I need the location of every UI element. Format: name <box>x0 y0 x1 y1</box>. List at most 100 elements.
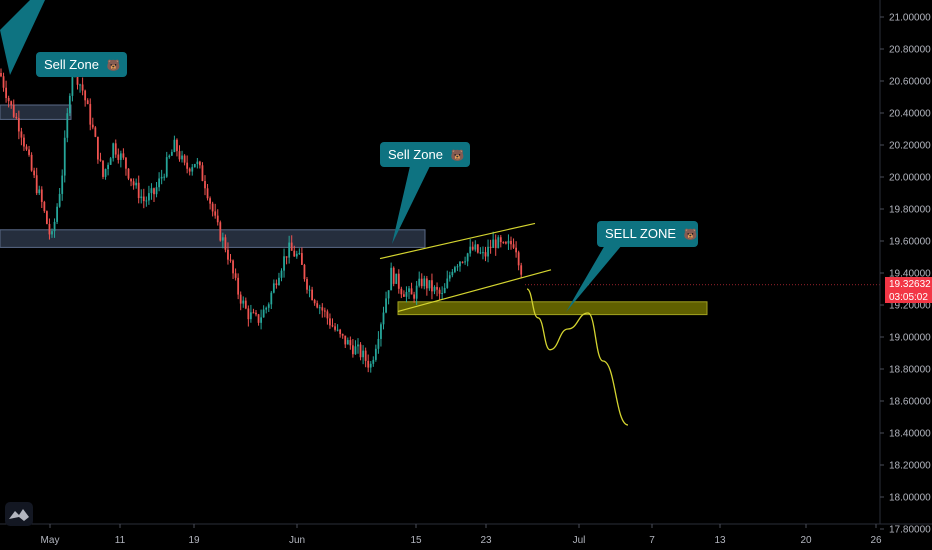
candle-body <box>290 242 293 251</box>
candle-body <box>176 139 178 152</box>
callout-pointer <box>392 166 430 244</box>
candle-body <box>260 317 262 323</box>
sell-zone-callout-2[interactable]: Sell Zone 🐻 <box>380 142 470 244</box>
x-tick-label: 26 <box>870 535 882 546</box>
candle-body <box>405 291 408 297</box>
candle-body <box>48 223 51 235</box>
y-tick-label: 20.40000 <box>889 109 931 120</box>
candle-body <box>364 350 367 361</box>
time-axis[interactable]: May 11 19 Jun 15 23 Jul 7 13 20 26 <box>0 523 932 546</box>
candle-body <box>2 76 5 88</box>
candle-body <box>323 310 326 312</box>
candle-body <box>461 261 464 263</box>
candle-body <box>97 136 99 160</box>
candle-body <box>204 180 206 189</box>
candle-body <box>130 178 132 182</box>
countdown-value: 03:05:02 <box>889 292 928 303</box>
sell-zone-callout-3[interactable]: SELL ZONE 🐻 <box>566 221 698 312</box>
candle-body <box>216 215 219 223</box>
candle-body <box>415 285 418 299</box>
candle-body <box>275 283 278 285</box>
candle-body <box>224 237 227 250</box>
candle-body <box>168 155 171 158</box>
candle-body <box>395 273 398 284</box>
candle-body <box>38 189 41 194</box>
middle-sell-zone[interactable] <box>0 229 426 248</box>
candle-body <box>474 244 477 250</box>
logo-mark <box>9 509 29 521</box>
candle-body <box>209 198 211 204</box>
candle-body <box>306 279 308 290</box>
candle-body <box>517 252 520 266</box>
candle-body <box>413 294 415 299</box>
candle-body <box>285 256 288 258</box>
candle-body <box>433 286 436 292</box>
candle-body <box>510 240 512 245</box>
channel-lower-line[interactable] <box>397 269 552 312</box>
candle-body <box>94 127 97 137</box>
channel-upper-line[interactable] <box>379 222 536 260</box>
support-zone[interactable] <box>397 301 708 316</box>
candle-body <box>188 168 191 172</box>
candle-body <box>487 246 489 257</box>
candle-body <box>466 253 469 262</box>
candle-body <box>507 240 510 244</box>
candle-body <box>206 188 209 199</box>
candle-body <box>423 278 426 287</box>
candle-body <box>196 161 199 165</box>
candle-body <box>119 153 122 160</box>
countdown-badge-bg <box>885 290 932 303</box>
tradingview-logo-icon[interactable] <box>5 502 33 526</box>
candle-body <box>425 278 428 289</box>
candle-body <box>270 292 273 305</box>
price-axis[interactable]: 21.00000 20.80000 20.60000 20.40000 20.20000… <box>879 0 932 536</box>
candle-body <box>66 113 69 138</box>
candle-body <box>117 154 120 160</box>
upper-sell-zone[interactable] <box>0 104 72 120</box>
candle-body <box>5 87 7 99</box>
x-tick-label: Jun <box>289 535 305 546</box>
candle-body <box>410 288 413 295</box>
candle-body <box>145 200 148 202</box>
candle-body <box>63 137 66 176</box>
candle-body <box>40 189 43 202</box>
candle-body <box>135 182 138 186</box>
candle-body <box>357 344 359 347</box>
y-tick-label: 20.60000 <box>889 77 931 88</box>
candle-body <box>283 256 285 271</box>
candle-body <box>191 167 194 172</box>
candle-body <box>520 265 523 275</box>
current-price-badge-bg <box>885 277 932 290</box>
candle-body <box>137 182 140 199</box>
candle-body <box>459 261 461 267</box>
candle-body <box>505 242 507 244</box>
candle-body <box>441 293 444 295</box>
candle-body <box>464 261 466 263</box>
candle-body <box>438 289 441 294</box>
candle-body <box>163 176 166 178</box>
candle-body <box>334 326 336 330</box>
x-tick-label: 23 <box>480 535 492 546</box>
candle-body <box>308 289 311 291</box>
candle-body <box>293 250 296 257</box>
candle-body <box>331 325 334 327</box>
candle-body <box>140 196 143 199</box>
time-axis-ticks: May 11 19 Jun 15 23 Jul 7 13 20 26 <box>41 524 882 546</box>
candle-body <box>257 314 260 323</box>
candle-body <box>272 283 275 293</box>
candle-body <box>229 259 232 261</box>
callout-pointer <box>0 0 45 75</box>
candle-body <box>390 267 393 291</box>
candle-body <box>221 237 224 241</box>
candle-body <box>211 203 214 212</box>
sell-zone-callout-1[interactable]: Sell Zone 🐻 <box>0 0 127 77</box>
candle-body <box>227 249 229 260</box>
candle-body <box>489 246 492 248</box>
projection-path[interactable] <box>526 288 629 426</box>
candle-body <box>53 221 56 232</box>
candle-body <box>262 309 265 318</box>
x-tick-label: Jul <box>573 535 586 546</box>
candle-body <box>329 318 331 326</box>
candle-body <box>265 307 268 310</box>
